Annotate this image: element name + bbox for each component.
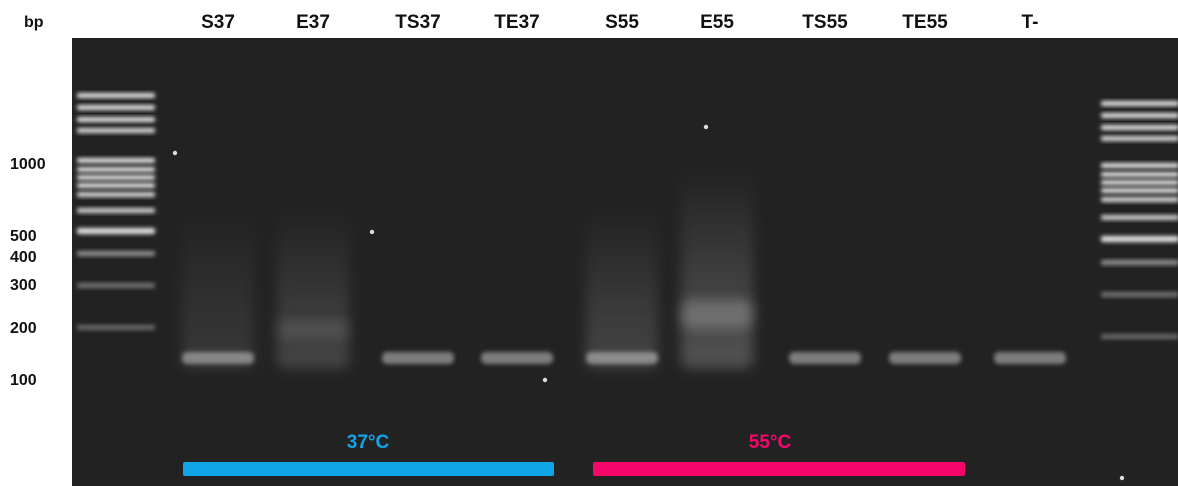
ladder-left-band-0: [77, 93, 155, 98]
ladder-right-band-3: [1101, 136, 1178, 141]
ladder-size-label: 400: [10, 249, 37, 266]
lane-smear-4: [586, 210, 658, 368]
lane-band-3: [481, 352, 553, 364]
ladder-right-band-0: [1101, 101, 1178, 106]
temperature-label-0: 37°C: [346, 432, 390, 453]
lane-band-4: [586, 352, 658, 364]
ladder-right-band-5: [1101, 172, 1178, 177]
bp-axis-label: bp: [24, 14, 44, 31]
dust-speck-3: [1119, 475, 1125, 481]
dust-speck-4: [369, 229, 375, 235]
ladder-left-band-13: [77, 325, 155, 330]
dust-speck-0: [172, 150, 178, 156]
lane-label-T-: T-: [1021, 12, 1039, 33]
lane-smear-5: [681, 170, 753, 368]
ladder-right-band-11: [1101, 260, 1178, 265]
lane-7: [889, 352, 961, 364]
temperature-group-bar-0: [183, 462, 554, 476]
temperature-label-1: 55°C: [748, 432, 792, 453]
gel-svg: [77, 93, 1178, 481]
ladder-left-band-10: [77, 228, 155, 234]
ladder-size-label: 300: [10, 277, 37, 294]
ladder-left-band-8: [77, 192, 155, 197]
dust-speck-1: [703, 124, 709, 130]
ladder-right-band-12: [1101, 292, 1178, 297]
lane-label-S37: S37: [201, 12, 235, 33]
ladder-right-band-13: [1101, 334, 1178, 339]
dust-speck-2: [542, 377, 548, 383]
lane-label-TE55: TE55: [902, 12, 948, 33]
lane-6: [789, 352, 861, 364]
ladder-left-band-7: [77, 183, 155, 188]
lane-0: [182, 210, 254, 368]
ladder-left-band-9: [77, 208, 155, 213]
lane-band-8: [994, 352, 1066, 364]
lane-4: [586, 210, 658, 368]
ladder-right-band-4: [1101, 163, 1178, 168]
lane-2: [382, 352, 454, 364]
ladder-size-label: 200: [10, 320, 37, 337]
lane-label-TS55: TS55: [802, 12, 848, 33]
ladder-left-band-2: [77, 117, 155, 122]
lane-1: [277, 210, 349, 368]
ladder-left-band-11: [77, 251, 155, 256]
ladder-size-label: 1000: [10, 156, 46, 173]
ladder-left-band-4: [77, 158, 155, 163]
ladder-right-band-1: [1101, 113, 1178, 118]
lane-label-E37: E37: [296, 12, 330, 33]
lane-label-TS37: TS37: [395, 12, 441, 33]
ladder-left-band-6: [77, 175, 155, 180]
ladder-right-band-8: [1101, 197, 1178, 202]
ladder-size-label: 100: [10, 372, 37, 389]
ladder-left-band-5: [77, 167, 155, 172]
lane-band-7: [889, 352, 961, 364]
temperature-group-bar-1: [593, 462, 965, 476]
lane-label-S55: S55: [605, 12, 639, 33]
ladder-left: [77, 93, 155, 330]
lane-band-6: [789, 352, 861, 364]
ladder-size-label: 500: [10, 228, 37, 245]
lane-band-2: [382, 352, 454, 364]
ladder-left-band-12: [77, 283, 155, 288]
lane-band-5: [681, 300, 753, 328]
ladder-right-band-2: [1101, 125, 1178, 130]
lane-8: [994, 352, 1066, 364]
lane-smear-1: [277, 210, 349, 368]
lane-band-0: [182, 352, 254, 364]
ladder-right: [1101, 101, 1178, 339]
gel-image: [72, 38, 1178, 486]
ladder-right-band-6: [1101, 180, 1178, 185]
lane-label-E55: E55: [700, 12, 734, 33]
lane-5: [681, 170, 753, 368]
lane-label-TE37: TE37: [494, 12, 540, 33]
lane-smear-0: [182, 210, 254, 368]
ladder-left-band-3: [77, 128, 155, 133]
ladder-right-band-9: [1101, 215, 1178, 220]
lane-band-1: [277, 320, 349, 338]
ladder-right-band-10: [1101, 236, 1178, 242]
lane-3: [481, 352, 553, 364]
ladder-right-band-7: [1101, 188, 1178, 193]
ladder-left-band-1: [77, 105, 155, 110]
